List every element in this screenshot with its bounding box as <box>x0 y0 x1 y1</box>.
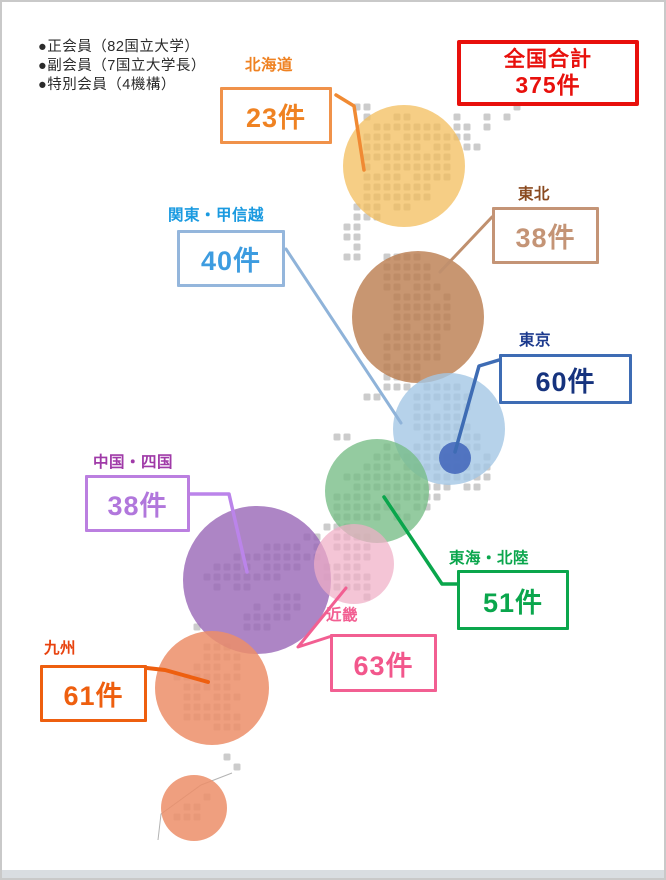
bubble-kinki <box>314 524 394 604</box>
bubble-kanto <box>393 373 505 485</box>
bubble-tokyo <box>439 442 471 474</box>
region-value-box-kanto: 40件 <box>177 230 285 287</box>
region-value-kanto: 40件 <box>200 246 262 276</box>
region-value-chugoku: 38件 <box>107 491 168 521</box>
leader-lines <box>145 93 501 684</box>
leader-line-kinki <box>296 586 348 649</box>
membership-legend: ●正会員（82国立大学） ●副会員（7国立大学長） ●特別会員（4機構） <box>38 38 206 95</box>
bubble-hokkaido <box>343 105 465 227</box>
region-value-box-tokyo: 60件 <box>499 354 632 404</box>
region-value-tokyo: 60件 <box>535 366 596 397</box>
leader-line-chugoku <box>188 492 249 574</box>
region-value-kinki: 63件 <box>353 650 414 681</box>
leader-line-kyushu <box>145 666 210 684</box>
region-value-tokai: 51件 <box>482 587 544 618</box>
leader-line-tohoku <box>438 215 494 274</box>
region-value-box-tohoku: 38件 <box>492 207 599 264</box>
bubble-tokai <box>325 439 429 543</box>
legend-item: ●特別会員（4機構） <box>38 77 176 93</box>
region-label-kanto: 関東・甲信越 <box>168 207 265 224</box>
region-value-tohoku: 38件 <box>515 223 576 253</box>
leader-line-hokkaido <box>334 93 366 172</box>
region-label-chugoku: 中国・四国 <box>93 454 174 471</box>
region-value-kyushu: 61件 <box>63 681 124 711</box>
region-bubbles <box>155 105 505 841</box>
region-label-tokyo: 東京 <box>519 332 552 349</box>
region-label-hokkaido: 北海道 <box>245 57 294 74</box>
leader-line-tokai <box>382 495 460 586</box>
region-label-tokai: 東海・北陸 <box>449 550 530 567</box>
bubble-okinawa <box>161 775 227 841</box>
bubble-tohoku <box>352 251 484 383</box>
region-value-box-kinki: 63件 <box>330 634 437 692</box>
region-value-box-chugoku: 38件 <box>85 475 190 532</box>
bubble-kyushu <box>155 631 269 745</box>
legend-item: ●副会員（7国立大学長） <box>38 58 206 74</box>
region-label-kyushu: 九州 <box>44 640 77 657</box>
region-value-box-hokkaido: 23件 <box>220 87 332 144</box>
national-total-label: 全国合計 <box>504 47 592 71</box>
bottom-edge-strip <box>2 870 664 878</box>
region-value-box-kyushu: 61件 <box>40 665 147 722</box>
region-label-tohoku: 東北 <box>518 186 551 203</box>
leader-line-kanto <box>284 247 403 425</box>
region-value-box-tokai: 51件 <box>457 570 569 630</box>
bubble-chugoku <box>183 506 331 654</box>
legend-item: ●正会員（82国立大学） <box>38 39 200 55</box>
region-value-hokkaido: 23件 <box>245 103 307 133</box>
national-total-value: 375件 <box>515 71 581 98</box>
leader-line-tokyo <box>453 358 501 454</box>
national-total-box: 全国合計 375件 <box>457 40 639 106</box>
region-label-kinki: 近畿 <box>326 607 359 624</box>
